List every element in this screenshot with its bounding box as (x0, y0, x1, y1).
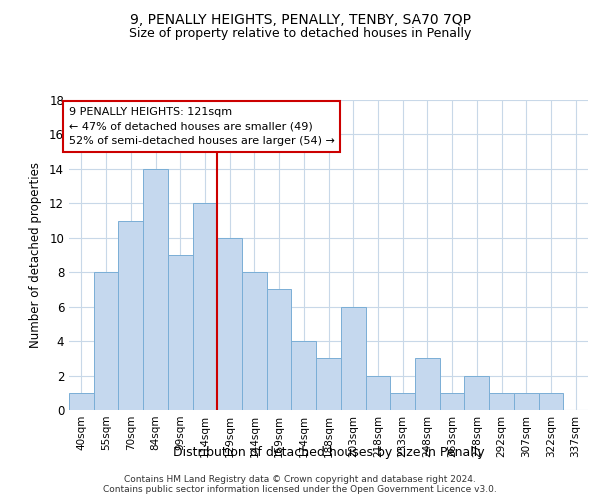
Bar (341, 306, 365, 410)
Bar (94, 272, 118, 410)
Bar (292, 341, 316, 410)
Text: Size of property relative to detached houses in Penally: Size of property relative to detached ho… (129, 28, 471, 40)
Bar (217, 238, 242, 410)
Text: Distribution of detached houses by size in Penally: Distribution of detached houses by size … (173, 446, 485, 459)
Bar (440, 393, 464, 410)
Bar (390, 393, 415, 410)
Bar (316, 358, 341, 410)
Text: 9 PENALLY HEIGHTS: 121sqm
← 47% of detached houses are smaller (49)
52% of semi-: 9 PENALLY HEIGHTS: 121sqm ← 47% of detac… (69, 107, 335, 146)
Text: 9, PENALLY HEIGHTS, PENALLY, TENBY, SA70 7QP: 9, PENALLY HEIGHTS, PENALLY, TENBY, SA70… (130, 12, 470, 26)
Bar (193, 204, 217, 410)
Bar (267, 290, 292, 410)
Bar (514, 393, 539, 410)
Bar (242, 272, 267, 410)
Bar (539, 393, 563, 410)
Text: Contains public sector information licensed under the Open Government Licence v3: Contains public sector information licen… (103, 486, 497, 494)
Bar (69, 393, 94, 410)
Y-axis label: Number of detached properties: Number of detached properties (29, 162, 42, 348)
Bar (143, 169, 168, 410)
Bar (489, 393, 514, 410)
Bar (365, 376, 390, 410)
Bar (168, 255, 193, 410)
Bar (464, 376, 489, 410)
Bar (118, 220, 143, 410)
Text: Contains HM Land Registry data © Crown copyright and database right 2024.: Contains HM Land Registry data © Crown c… (124, 476, 476, 484)
Bar (415, 358, 440, 410)
